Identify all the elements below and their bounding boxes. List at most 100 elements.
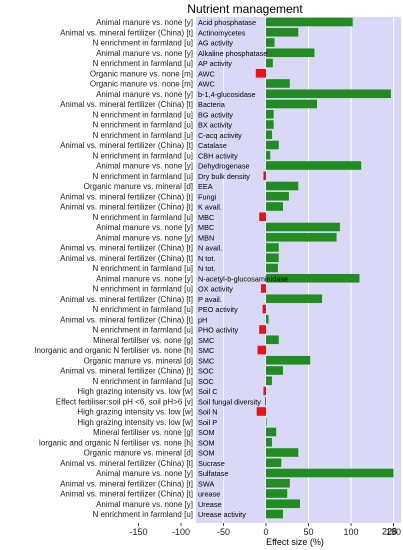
bar-label: PHO activity — [198, 326, 238, 335]
y-tick-label: N enrichment in farmland [u] — [93, 264, 194, 273]
bar — [266, 27, 299, 37]
bar-label: AWC — [198, 69, 215, 78]
bar-label: BX activity — [198, 121, 232, 130]
bar-label: Bacteria — [198, 100, 226, 109]
y-tick-label: Animal vs. mineral fertilizer (China) [t… — [60, 315, 193, 324]
y-tick-label: N enrichment in farmland [u] — [93, 305, 194, 314]
y-tick-label: Animal manure vs. none [y] — [96, 90, 193, 99]
bar-label: Dehydrogenase — [198, 162, 250, 171]
bar-label: C-acq activity — [198, 131, 242, 140]
bar — [266, 417, 267, 427]
y-tick-label: High grazing intensity vs. low [w] — [77, 408, 193, 417]
bar — [266, 499, 300, 509]
bar-label: N-acetyl-b-glucosaminidase — [198, 274, 288, 283]
y-tick-label: Iorganic and organic N fertiliser vs. no… — [39, 438, 193, 447]
bar — [266, 335, 279, 345]
y-tick-label: Animal manure vs. none [y] — [96, 233, 193, 242]
bar — [266, 120, 274, 129]
bar — [266, 48, 315, 58]
bar — [266, 263, 278, 273]
y-tick-label: Animal vs. mineral fertilizer (China) [t… — [60, 244, 193, 253]
bar — [266, 243, 279, 252]
y-tick-label: Animal manure vs. none [y] — [96, 274, 193, 283]
bar — [266, 89, 391, 99]
bar — [266, 366, 283, 375]
x-axis: -150 -100 -50 0 50 100 150 — [129, 523, 401, 537]
bar — [259, 325, 266, 334]
bar — [266, 58, 273, 68]
bar — [262, 304, 266, 314]
y-tick-label: Animal vs. mineral fertilizer (China) [t… — [60, 28, 193, 37]
bar — [266, 181, 299, 191]
y-tick-label: Animal manure vs. none [y] — [96, 469, 193, 478]
y-tick-label: N enrichment in farmland [u] — [93, 151, 194, 160]
bar-label: SMC — [198, 336, 214, 345]
chart-title: Nutrient management — [187, 2, 303, 16]
y-tick-label: Animal vs. mineral fertilizer (China) [t… — [60, 100, 193, 109]
bar — [257, 345, 266, 355]
y-tick-label: Organic manure vs. mineral [d] — [84, 356, 193, 365]
y-tick-label: High grazing intensity vs. low [w] — [77, 418, 193, 427]
bar — [266, 314, 269, 324]
bar — [266, 273, 360, 283]
bar-label: pH — [198, 315, 207, 324]
bar-label: BG activity — [198, 110, 233, 119]
bar — [266, 150, 271, 160]
bar-label: SMC — [198, 346, 214, 355]
bar — [266, 222, 340, 232]
y-tick-label: N enrichment in farmland [u] — [93, 131, 194, 140]
bar — [266, 478, 290, 488]
bar-label: SOM — [198, 428, 215, 437]
bar — [266, 489, 288, 498]
x-tick-label: -150 — [129, 527, 147, 537]
bar-label: Acid phosphatase — [198, 18, 256, 27]
bar-label: SOC — [198, 367, 214, 376]
bar-label: SOM — [198, 449, 215, 458]
x-axis-label: Effect size (%) — [266, 537, 324, 547]
x-tick-label: -100 — [172, 527, 190, 537]
bar-label: N tot. — [198, 254, 215, 263]
bar — [266, 294, 323, 304]
bar-label: Actinomycetes — [198, 28, 246, 37]
bar-label: Soil N — [198, 408, 217, 417]
bar — [255, 68, 266, 78]
y-tick-label: Animal manure vs. none [y] — [96, 500, 193, 509]
bar — [266, 448, 299, 457]
y-tick-label: N enrichment in farmland [u] — [93, 172, 194, 181]
bar — [266, 130, 272, 140]
bar-label: SOM — [198, 438, 215, 447]
bar — [266, 17, 353, 27]
y-tick-label: N enrichment in farmland [u] — [93, 377, 194, 386]
bar-label: P avail. — [198, 295, 222, 304]
x-tick-label: 50 — [303, 527, 313, 537]
y-tick-label: N enrichment in farmland [u] — [93, 213, 194, 222]
bar — [266, 99, 317, 109]
y-tick-label: Organic manure vs. mineral [d] — [84, 182, 193, 191]
y-tick-label: Inorganic and organic N fertiliser vs. n… — [34, 346, 193, 355]
y-tick-label: N enrichment in farmland [u] — [93, 285, 194, 294]
bar-label: urease — [198, 490, 220, 499]
y-tick-label: Mineral fertiliser vs. none [g] — [93, 336, 193, 345]
y-tick-label: Animal vs. mineral fertilizer (China) [t… — [60, 490, 193, 499]
bar-label: MBN — [198, 233, 214, 242]
y-tick-label: N enrichment in farmland [u] — [93, 59, 194, 68]
bar-label: PEO activity — [198, 305, 238, 314]
y-axis-labels: Animal manure vs. none [y]Animal vs. min… — [34, 18, 193, 519]
bar — [266, 79, 290, 88]
bar-label: AWC — [198, 80, 215, 89]
bar-label: AG activity — [198, 39, 233, 48]
y-tick-label: Organic manure vs. none [m] — [90, 69, 193, 78]
bar — [266, 468, 394, 478]
bar-label: Soil fungal diversity — [198, 397, 261, 406]
bar — [260, 284, 266, 293]
bar — [265, 396, 266, 406]
y-tick-label: Animal manure vs. none [y] — [96, 18, 193, 27]
bar-label: K avail. — [198, 203, 222, 212]
bar-label: N tot. — [198, 264, 215, 273]
bar-label: Urease — [198, 500, 222, 509]
bar-label: Dry bulk density — [198, 172, 250, 181]
annotations: 228 — [382, 527, 397, 537]
annotation-label: 228 — [382, 527, 397, 537]
bar-label: b-1,4-glucosidase — [198, 90, 256, 99]
